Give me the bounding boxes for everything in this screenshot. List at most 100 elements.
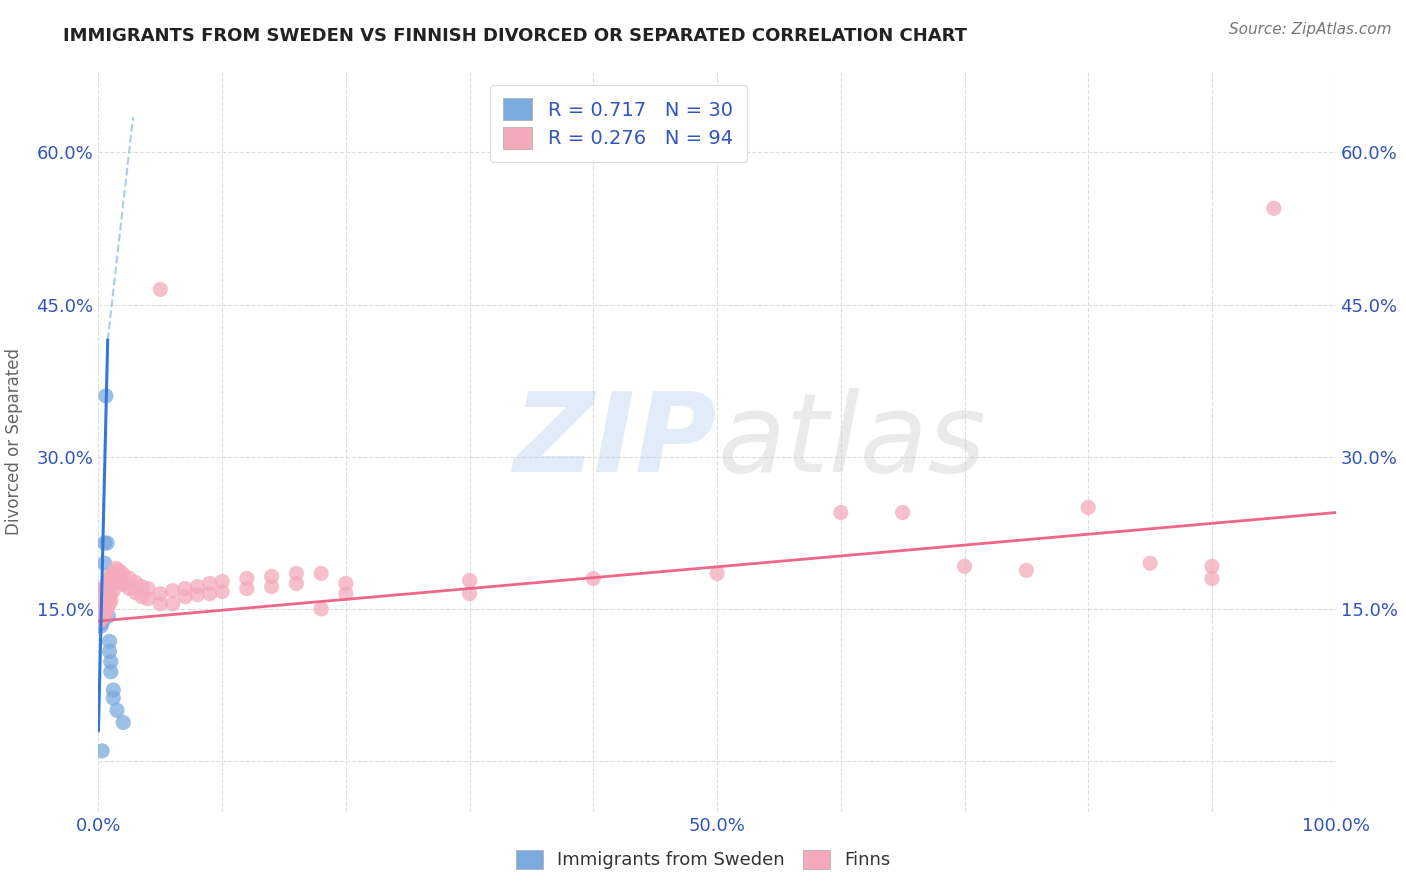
Point <box>174 582 197 596</box>
Point <box>162 597 184 611</box>
Point <box>1201 571 1223 585</box>
Point <box>96 576 118 591</box>
Point <box>198 576 221 591</box>
Point <box>90 599 112 614</box>
Point <box>91 597 114 611</box>
Point <box>93 590 115 604</box>
Point <box>236 582 259 596</box>
Point <box>100 568 122 582</box>
Point <box>335 576 357 591</box>
Point <box>94 580 117 594</box>
Point <box>90 591 112 606</box>
Point <box>104 571 127 585</box>
Point <box>90 602 112 616</box>
Text: atlas: atlas <box>717 388 986 495</box>
Point <box>112 715 135 730</box>
Legend: R = 0.717   N = 30, R = 0.276   N = 94: R = 0.717 N = 30, R = 0.276 N = 94 <box>489 85 747 162</box>
Point <box>89 597 111 611</box>
Point <box>112 567 135 582</box>
Text: ZIP: ZIP <box>513 388 717 495</box>
Point <box>96 587 118 601</box>
Point <box>131 590 153 604</box>
Point <box>93 604 115 618</box>
Point <box>103 683 125 698</box>
Point <box>149 282 172 296</box>
Point <box>89 609 111 624</box>
Point <box>90 612 112 626</box>
Point <box>100 655 122 669</box>
Point <box>97 609 120 624</box>
Point <box>93 597 115 611</box>
Point <box>211 574 233 589</box>
Point <box>98 571 121 585</box>
Point <box>93 583 115 598</box>
Point <box>582 571 605 585</box>
Point <box>96 602 118 616</box>
Point <box>335 587 357 601</box>
Point <box>236 571 259 585</box>
Point <box>100 578 122 592</box>
Point <box>891 506 914 520</box>
Point <box>1201 559 1223 574</box>
Point <box>110 566 132 580</box>
Point <box>458 587 481 601</box>
Point <box>89 609 111 624</box>
Point <box>91 587 114 601</box>
Point <box>90 606 112 620</box>
Legend: Immigrants from Sweden, Finns: Immigrants from Sweden, Finns <box>506 841 900 879</box>
Point <box>458 574 481 588</box>
Point <box>91 616 114 631</box>
Point <box>103 691 125 706</box>
Point <box>94 389 117 403</box>
Point <box>97 591 120 606</box>
Point <box>104 561 127 575</box>
Point <box>90 619 112 633</box>
Y-axis label: Divorced or Separated: Divorced or Separated <box>4 348 22 535</box>
Point <box>186 588 208 602</box>
Text: IMMIGRANTS FROM SWEDEN VS FINNISH DIVORCED OR SEPARATED CORRELATION CHART: IMMIGRANTS FROM SWEDEN VS FINNISH DIVORC… <box>63 27 967 45</box>
Point <box>90 607 112 621</box>
Point <box>93 582 115 596</box>
Point <box>98 589 121 603</box>
Point <box>91 602 114 616</box>
Point <box>91 609 114 624</box>
Point <box>98 596 121 610</box>
Point <box>97 574 120 588</box>
Point <box>91 744 114 758</box>
Point <box>107 563 129 577</box>
Point <box>1263 201 1285 215</box>
Point <box>98 582 121 596</box>
Point <box>136 582 159 596</box>
Point <box>118 571 141 585</box>
Point <box>103 566 125 581</box>
Point <box>162 583 184 598</box>
Point <box>112 577 135 591</box>
Point <box>186 580 208 594</box>
Point <box>285 576 308 591</box>
Point <box>260 580 283 594</box>
Point <box>309 602 332 616</box>
Point <box>93 604 115 618</box>
Point <box>89 604 111 618</box>
Point <box>830 506 852 520</box>
Point <box>100 594 122 608</box>
Point <box>124 585 146 599</box>
Point <box>89 614 111 628</box>
Point <box>124 575 146 590</box>
Point <box>93 599 115 614</box>
Point <box>198 587 221 601</box>
Point <box>1139 556 1161 570</box>
Point <box>93 591 115 606</box>
Point <box>96 594 118 608</box>
Point <box>90 612 112 626</box>
Point <box>260 569 283 583</box>
Point <box>94 590 117 604</box>
Point <box>91 610 114 624</box>
Point <box>103 583 125 598</box>
Point <box>100 587 122 601</box>
Point <box>98 644 121 658</box>
Point <box>97 583 120 598</box>
Point <box>94 604 117 618</box>
Point <box>93 597 115 611</box>
Point <box>309 566 332 581</box>
